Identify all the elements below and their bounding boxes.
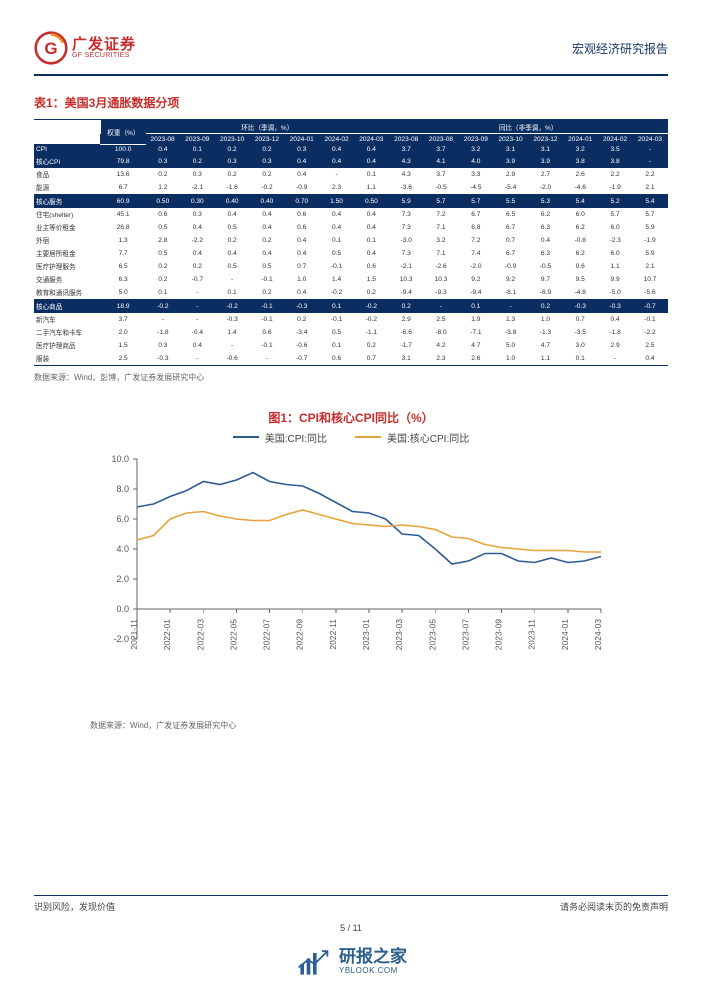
legend-item-core: 美国:核心CPI:同比 — [355, 430, 469, 445]
svg-text:2022-09: 2022-09 — [295, 618, 305, 649]
chart-container: 美国:CPI:同比 美国:核心CPI:同比 -2.0 0.0 2.0 4.0 6.0 8.… — [91, 430, 611, 714]
chart-legend: 美国:CPI:同比 美国:核心CPI:同比 — [91, 430, 611, 445]
chart-title: 图1：CPI和核心CPI同比（%） — [34, 409, 668, 426]
table-row: CPI100.00.40.10.20.20.30.40.43.73.73.23.… — [34, 144, 668, 155]
chart-source: 数据来源：Wind，广发证券发展研究中心 — [90, 720, 668, 731]
svg-text:2024-03: 2024-03 — [593, 618, 603, 649]
svg-text:8.0: 8.0 — [116, 484, 129, 494]
table-head: 权重（%）环比（季调，%）同比（非季调，%）2023-082023-092023… — [34, 120, 668, 145]
svg-text:2023-09: 2023-09 — [494, 618, 504, 649]
svg-text:2024-01: 2024-01 — [560, 618, 570, 649]
svg-text:6.0: 6.0 — [116, 514, 129, 524]
legend-item-cpi: 美国:CPI:同比 — [233, 430, 327, 445]
report-type-label: 宏观经济研究报告 — [572, 40, 668, 57]
watermark-sub: YBLOOK.COM — [339, 967, 407, 976]
svg-text:2023-03: 2023-03 — [394, 618, 404, 649]
legend-swatch-cpi — [233, 436, 259, 439]
table-row: 医疗护理服务6.50.20.20.50.50.7-0.10.6-2.1-2.6-… — [34, 260, 668, 273]
page-number: 5 / 11 — [0, 923, 702, 933]
inflation-table: 权重（%）环比（季调，%）同比（非季调，%）2023-082023-092023… — [34, 119, 668, 366]
svg-text:-2.0: -2.0 — [113, 634, 129, 644]
table-row: 核心商品18.9-0.2--0.2-0.1-0.30.1-0.20.2-0.1-… — [34, 299, 668, 313]
svg-text:2023-07: 2023-07 — [460, 618, 470, 649]
svg-text:10.0: 10.0 — [111, 454, 129, 464]
svg-text:2022-03: 2022-03 — [195, 618, 205, 649]
page-footer: 识别风险，发现价值 请务必阅读末页的免责声明 — [34, 895, 668, 913]
watermark-icon — [295, 947, 331, 977]
table-row: 交通服务6.30.2-0.7--0.11.01.41.510.310.39.29… — [34, 273, 668, 286]
logo-icon: G — [34, 31, 68, 65]
company-logo: G 广发证券 GF SECURITIES — [34, 31, 136, 65]
svg-text:0.0: 0.0 — [116, 604, 129, 614]
svg-text:2.0: 2.0 — [116, 574, 129, 584]
legend-label-core: 美国:核心CPI:同比 — [387, 430, 469, 445]
table-source: 数据来源：Wind，彭博，广发证券发展研究中心 — [34, 372, 668, 383]
svg-text:G: G — [44, 39, 57, 58]
svg-text:2022-11: 2022-11 — [328, 618, 338, 649]
data-table-wrap: 权重（%）环比（季调，%）同比（非季调，%）2023-082023-092023… — [34, 119, 668, 366]
svg-text:2022-05: 2022-05 — [228, 618, 238, 649]
table-row: 能源6.71.2-2.1-1.6-0.2-0.92.31.1-3.6-0.5-4… — [34, 181, 668, 195]
footer-right: 请务必阅读末页的免责声明 — [560, 900, 668, 913]
watermark: 研报之家 YBLOOK.COM — [0, 947, 702, 977]
table-body: CPI100.00.40.10.20.20.30.40.43.73.73.23.… — [34, 144, 668, 365]
table-title: 表1：美国3月通胀数据分项 — [34, 94, 668, 111]
svg-text:2023-11: 2023-11 — [527, 618, 537, 649]
table-row: 外宿1.32.8-2.20.20.20.40.10.1-3.03.27.20.7… — [34, 234, 668, 247]
table-row: 主要居所租金7.70.50.40.40.40.40.50.47.37.17.46… — [34, 247, 668, 260]
legend-swatch-core — [355, 436, 381, 439]
table-row: 住宅(shelter)45.10.60.30.40.40.60.40.47.37… — [34, 208, 668, 221]
table-row: 业主等价租金26.80.50.40.50.40.60.40.47.37.16.8… — [34, 221, 668, 234]
footer-divider — [34, 895, 668, 896]
svg-text:4.0: 4.0 — [116, 544, 129, 554]
table-row: 核心服务60.90.500.300.400.400.701.500.505.95… — [34, 194, 668, 208]
svg-text:2021-11: 2021-11 — [129, 618, 139, 649]
header-divider — [34, 74, 668, 76]
line-chart: -2.0 0.0 2.0 4.0 6.0 8.0 10.0 2021-11 2022-01 202… — [91, 449, 611, 709]
table-row: 服装2.5-0.3--0.6--0.70.60.73.12.32.61.01.1… — [34, 352, 668, 366]
svg-text:2022-07: 2022-07 — [262, 618, 272, 649]
page-header: G 广发证券 GF SECURITIES 宏观经济研究报告 — [34, 26, 668, 70]
logo-name-cn: 广发证券 — [72, 37, 136, 52]
table-row: 教育和通讯服务5.00.1-0.10.20.4-0.20.2-9.4-9.3-9… — [34, 286, 668, 300]
series-core — [137, 510, 601, 552]
legend-label-cpi: 美国:CPI:同比 — [265, 430, 327, 445]
footer-left: 识别风险，发现价值 — [34, 900, 115, 913]
table-row: 医疗护理商品1.50.30.4--0.1-0.60.10.2-1.74.24.7… — [34, 339, 668, 352]
svg-text:2023-01: 2023-01 — [361, 618, 371, 649]
watermark-main: 研报之家 — [339, 948, 407, 967]
svg-text:2023-05: 2023-05 — [427, 618, 437, 649]
table-row: 食品13.60.20.30.20.20.4-0.14.33.73.32.92.7… — [34, 168, 668, 181]
table-row: 二手汽车和卡车2.0-1.8-0.41.40.6-3.40.5-1.1-6.6-… — [34, 326, 668, 339]
svg-text:2022-01: 2022-01 — [162, 618, 172, 649]
table-row: 核心CPI79.80.30.20.30.30.40.40.44.34.14.03… — [34, 155, 668, 168]
table-row: 新汽车3.7---0.3-0.10.2-0.1-0.22.92.51.91.31… — [34, 313, 668, 326]
logo-name-en: GF SECURITIES — [72, 52, 136, 59]
